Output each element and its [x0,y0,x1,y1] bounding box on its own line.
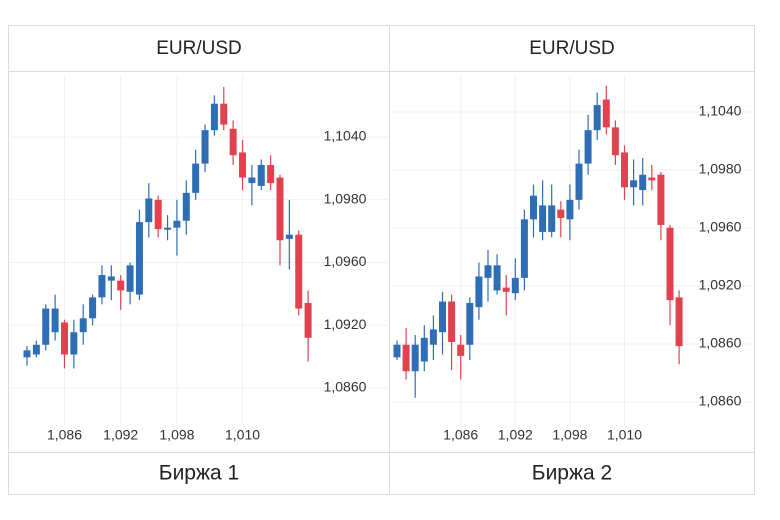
candle-body [584,130,592,164]
candle-body [484,265,492,278]
candle-body [276,177,284,241]
candle-body [429,329,437,345]
candle-body [51,308,59,333]
candle-body [239,152,247,178]
candle-body [248,177,256,184]
candle-body [210,103,218,131]
y-tick-label: 1,0860 [699,335,742,351]
candle-body [220,103,228,125]
candle-body [89,297,97,319]
y-tick-label: 1,1040 [324,128,367,144]
candle-body [135,222,143,295]
candle-body [548,205,556,232]
candle-body [60,322,68,355]
candle-body [70,332,78,355]
y-tick-label: 1,0920 [324,316,367,332]
chart-title: EUR/USD [529,38,615,59]
y-tick-label: 1,1040 [699,103,742,119]
candle-body [493,265,501,291]
candle-body [173,220,181,228]
frame [8,25,755,495]
y-tick-label: 1,0980 [699,161,742,177]
y-tick-label: 1,0960 [699,219,742,235]
candle-body [675,297,683,347]
candle-body [393,344,401,358]
candle-body [98,275,106,298]
candle-body [639,174,647,191]
candle-body [502,287,510,292]
chart-caption: Биржа 1 [159,462,239,485]
candle-body [79,318,87,333]
candle-body [630,180,638,188]
candle-body [32,344,40,355]
x-tick-label: 1,098 [159,427,194,443]
candle-body [107,276,115,281]
y-tick-label: 1,0920 [699,277,742,293]
y-tick-label: 1,0980 [324,190,367,206]
candle-body [201,130,209,164]
candle-body [42,308,50,345]
y-tick-label: 1,0960 [324,253,367,269]
y-tick-label: 1,0860 [699,393,742,409]
x-tick-label: 1,010 [225,427,260,443]
candle-body [466,302,474,345]
candle-body [145,198,153,223]
candle-body [530,195,537,220]
candle-body [621,152,628,188]
candle-body [285,234,293,239]
x-tick-label: 1,098 [552,427,587,443]
chart-caption: Биржа 2 [532,462,612,485]
candle-body [611,127,619,156]
candle-body [117,280,125,291]
candle-body [154,199,162,230]
candle-body [420,337,428,362]
candle-body [448,301,456,342]
candle-body [539,205,547,232]
candle-body [229,128,237,156]
candle-body [164,227,172,230]
x-tick-label: 1,092 [103,427,138,443]
candle-body [593,105,601,131]
candle-body [126,265,134,292]
candle-body [182,192,190,221]
chart-title: EUR/USD [156,38,242,59]
y-tick-label: 1,0860 [324,379,367,395]
candle-body [666,227,674,301]
candle-body [648,177,656,181]
candle-body [557,209,565,218]
candle-body [657,174,665,225]
candle-body [402,344,410,372]
candle-body [267,165,275,184]
x-tick-label: 1,086 [443,427,478,443]
candle-body [475,276,483,308]
candle-body [575,163,583,200]
candle-body [304,302,312,338]
x-tick-label: 1,086 [47,427,82,443]
candle-body [192,163,200,193]
candle-body [511,277,519,294]
x-tick-label: 1,010 [607,427,642,443]
candle-body [520,219,528,278]
candle-body [411,344,419,372]
candle-body [295,234,303,309]
candle-body [257,165,265,186]
candle-body [602,99,610,128]
candle-body [439,301,446,333]
candle-body [23,350,31,358]
candle-body [566,199,574,220]
x-tick-label: 1,092 [498,427,533,443]
candle-body [457,344,465,356]
